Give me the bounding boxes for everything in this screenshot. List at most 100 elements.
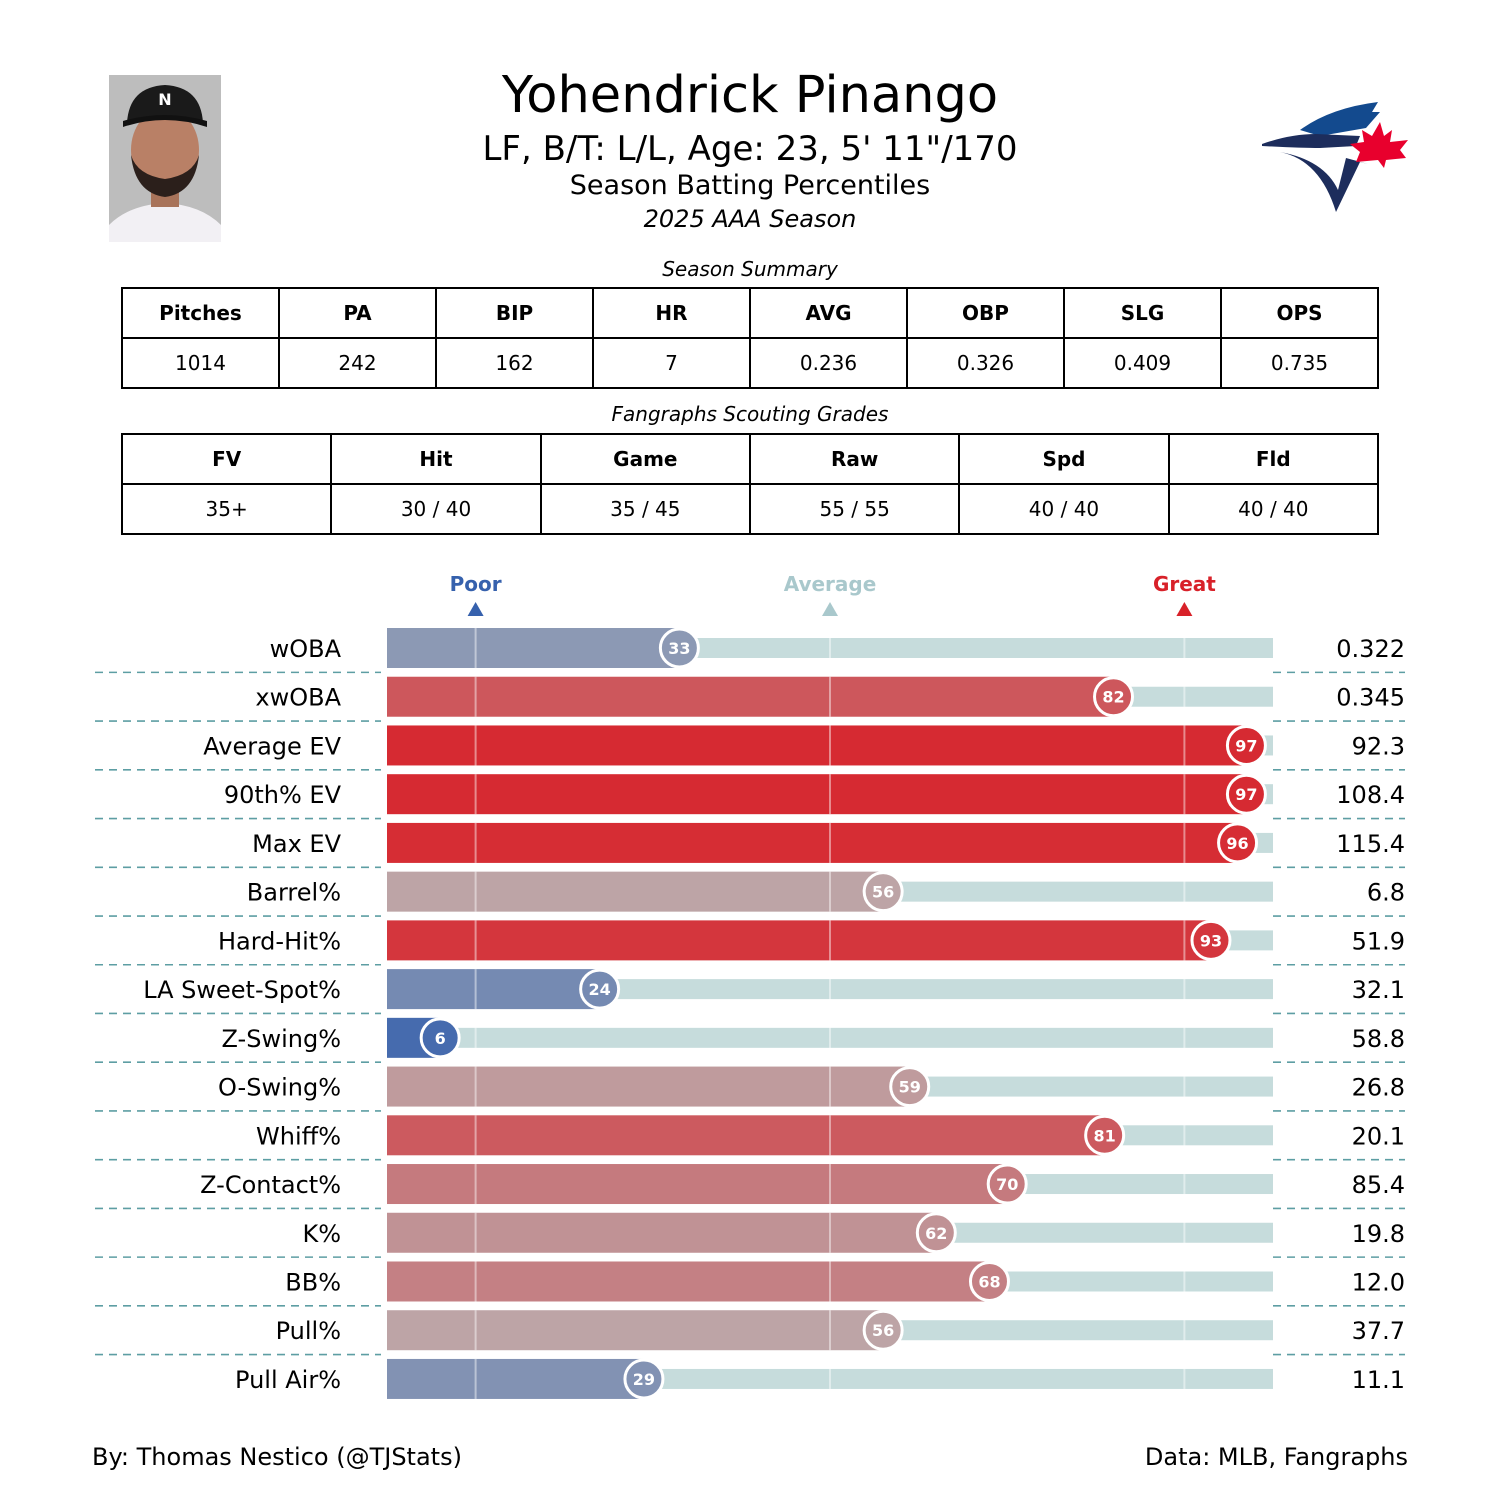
percentile-badge xyxy=(623,1358,665,1400)
percentile-bar xyxy=(387,628,680,668)
stat-value: 12.0 xyxy=(1352,1268,1405,1296)
percentile-bar xyxy=(387,871,884,912)
percentile-badge xyxy=(862,871,904,913)
stat-value: 37.7 xyxy=(1352,1317,1405,1345)
percentile-bar xyxy=(387,1358,644,1399)
percentile-badge xyxy=(1217,822,1259,864)
column-header: BIP xyxy=(435,287,594,339)
percentile-badge xyxy=(419,1017,461,1059)
stat-value: 58.8 xyxy=(1352,1025,1405,1053)
metric-label: Whiff% xyxy=(256,1122,341,1150)
percentile-bar xyxy=(387,1212,937,1253)
percentile-badge xyxy=(862,1309,904,1351)
percentile-value: 29 xyxy=(633,1370,655,1389)
table-row: 35+ 30 / 40 35 / 45 55 / 55 40 / 40 40 / 40 xyxy=(120,483,1380,535)
metric-label: Average EV xyxy=(203,732,341,760)
column-header: OPS xyxy=(1220,287,1379,339)
metric-label: 90th% EV xyxy=(224,781,342,809)
stat-value: 32.1 xyxy=(1352,976,1405,1004)
percentile-badge xyxy=(889,1066,931,1108)
metric-label: Hard-Hit% xyxy=(218,927,341,955)
marker-label-poor: Poor xyxy=(450,572,502,596)
percentile-value: 82 xyxy=(1102,688,1124,707)
metric-label: BB% xyxy=(285,1268,341,1296)
marker-label-average: Average xyxy=(784,572,877,596)
percentile-value: 81 xyxy=(1094,1126,1116,1145)
percentile-value: 24 xyxy=(589,980,611,999)
footer-credit: By: Thomas Nestico (@TJStats) xyxy=(92,1443,462,1471)
percentile-value: 68 xyxy=(978,1272,1000,1291)
marker-label-great: Great xyxy=(1153,572,1216,596)
percentile-badge xyxy=(1225,773,1267,815)
stat-value: 0.345 xyxy=(1336,684,1405,712)
percentile-value: 93 xyxy=(1200,931,1222,950)
column-header: Hit xyxy=(330,433,542,485)
percentile-value: 62 xyxy=(925,1224,947,1243)
percentile-badge xyxy=(1225,724,1267,766)
metric-label: Pull% xyxy=(276,1317,341,1345)
metric-label: LA Sweet-Spot% xyxy=(143,976,341,1004)
percentile-badge xyxy=(658,627,700,669)
column-header: OBP xyxy=(906,287,1065,339)
column-header: Game xyxy=(539,433,751,485)
metric-label: Pull Air% xyxy=(235,1366,341,1394)
percentile-badge xyxy=(1190,919,1232,961)
percentile-value: 56 xyxy=(872,1321,894,1340)
column-header: HR xyxy=(592,287,751,339)
percentile-badge xyxy=(986,1163,1028,1205)
stat-value: 108.4 xyxy=(1336,781,1405,809)
table-header-row: Pitches PA BIP HR AVG OBP SLG OPS xyxy=(121,287,1379,339)
percentile-badge xyxy=(968,1260,1010,1302)
bar-track xyxy=(387,1027,1273,1048)
percentile-badge xyxy=(1093,676,1135,718)
stat-value: 20.1 xyxy=(1352,1122,1405,1150)
percentile-value: 96 xyxy=(1226,834,1248,853)
team-logo xyxy=(1260,100,1410,215)
season-summary-caption: Season Summary xyxy=(662,257,838,281)
percentile-bar xyxy=(387,725,1247,766)
percentile-value: 59 xyxy=(899,1078,921,1097)
cell-ops: 0.735 xyxy=(1220,337,1379,389)
metric-label: Z-Contact% xyxy=(200,1171,341,1199)
percentile-value: 6 xyxy=(435,1029,446,1048)
percentile-value: 97 xyxy=(1235,736,1257,755)
cell-fld: 40 / 40 xyxy=(1167,483,1380,535)
column-header: AVG xyxy=(749,287,908,339)
column-header: PA xyxy=(278,287,437,339)
percentile-badge xyxy=(915,1212,957,1254)
percentile-bar xyxy=(387,676,1114,717)
chart-subtitle: Season Batting Percentiles xyxy=(569,170,931,201)
player-bio: LF, B/T: L/L, Age: 23, 5' 11"/170 xyxy=(482,129,1018,169)
stat-value: 51.9 xyxy=(1352,927,1405,955)
cell-slg: 0.409 xyxy=(1063,337,1222,389)
metric-label: K% xyxy=(302,1220,341,1248)
percentile-bar xyxy=(387,1164,1008,1205)
season-summary-table: Pitches PA BIP HR AVG OBP SLG OPS 1014 242 162 7 0.… xyxy=(121,287,1379,389)
column-header: Spd xyxy=(958,433,1170,485)
table-header-row: FV Hit Game Raw Spd Fld xyxy=(120,433,1380,485)
percentile-value: 70 xyxy=(996,1175,1018,1194)
player-name: Yohendrick Pinango xyxy=(501,66,999,125)
scouting-grades-table: FV Hit Game Raw Spd Fld 35+ 30 / 40 35 / 45 55 /… xyxy=(120,433,1380,535)
metric-label: Max EV xyxy=(252,830,341,858)
marker-triangle-icon xyxy=(822,602,838,616)
column-header: Fld xyxy=(1167,433,1380,485)
percentile-bar xyxy=(387,1115,1105,1156)
percentile-value: 97 xyxy=(1235,785,1257,804)
footer-source: Data: MLB, Fangraphs xyxy=(1144,1443,1408,1471)
metric-label: wOBA xyxy=(270,635,342,663)
stat-value: 85.4 xyxy=(1352,1171,1405,1199)
percentile-bar xyxy=(387,1310,884,1351)
cell-avg: 0.236 xyxy=(749,337,908,389)
cell-bip: 162 xyxy=(435,337,594,389)
percentile-bar xyxy=(387,1261,990,1302)
cell-hr: 7 xyxy=(592,337,751,389)
stat-value: 26.8 xyxy=(1352,1074,1405,1102)
metric-label: Z-Swing% xyxy=(222,1025,341,1053)
cell-pa: 242 xyxy=(278,337,437,389)
scouting-grades-caption: Fangraphs Scouting Grades xyxy=(611,402,889,426)
svg-text:N: N xyxy=(158,90,171,109)
metric-label: xwOBA xyxy=(255,684,341,712)
stat-value: 11.1 xyxy=(1352,1366,1405,1394)
